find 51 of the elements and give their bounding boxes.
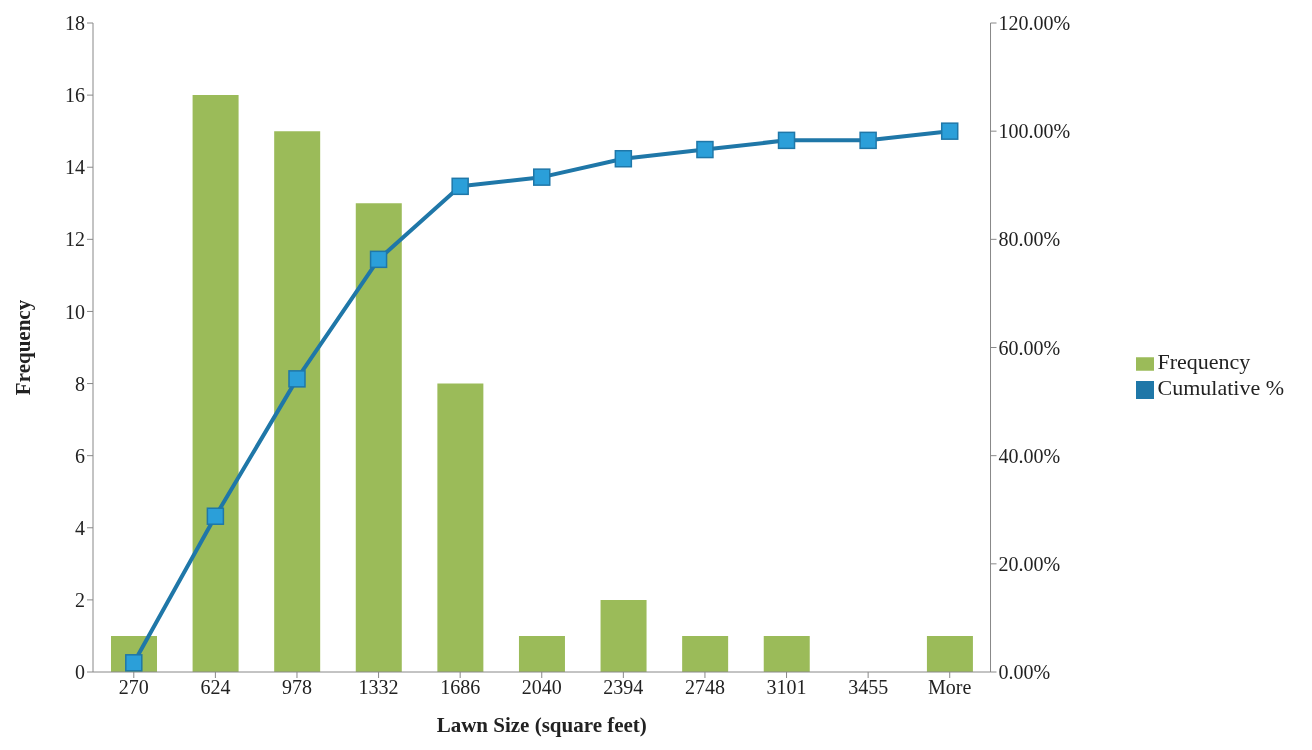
x-tick-label: 2394 [603,676,644,699]
bar [763,635,810,672]
y-tick-label: 0 [75,661,85,684]
point [288,370,306,388]
y-tick-label: 8 [75,372,85,395]
point [696,140,714,159]
y2-tick-label: 20.00% [998,552,1061,575]
point [533,168,551,186]
bar [600,599,647,672]
y-tick-label: 10 [65,300,85,323]
x-tick-label: 624 [200,676,231,699]
y2-tick-label: 60.00% [998,336,1061,359]
y-tick-label: 2 [75,588,85,611]
point [206,507,225,525]
legend-label: Frequency [1157,349,1251,374]
point [777,131,796,150]
y2-tick-label: 40.00% [998,444,1061,467]
y2-tick-label: 120.00% [998,12,1071,35]
y-tick-label: 16 [65,84,85,107]
x-tick-label: 1686 [440,676,481,699]
bar [355,203,402,672]
x-tick-label: 3455 [848,676,889,699]
point [614,150,633,168]
bar [926,635,973,672]
y-tick-label: 18 [65,12,85,35]
point [451,177,469,196]
x-tick-label: 1332 [358,676,399,699]
y2-tick-label: 80.00% [998,228,1061,251]
bar [274,131,321,672]
bar [518,635,565,672]
point [940,122,959,140]
y-tick-label: 12 [65,228,85,251]
bar [192,95,239,672]
bar [437,383,484,672]
y-tick-label: 4 [75,516,85,539]
x-tick-label: 978 [281,676,312,699]
y-tick-label: 6 [75,444,85,467]
x-tick-label: 270 [118,676,149,699]
x-tick-label: More [928,676,972,699]
y-tick-label: 14 [65,156,85,179]
x-tick-label: 2040 [521,676,562,699]
x-tick-label: 3101 [766,676,807,699]
y2-tick-label: 0.00% [998,661,1051,684]
x-axis-title: Lawn Size (square feet) [436,713,647,737]
point [369,250,388,269]
legend-label: Cumulative % [1157,375,1284,400]
bar [682,635,729,672]
y2-tick-label: 100.00% [998,120,1071,143]
x-tick-label: 2748 [684,676,725,699]
y-axis-title: Frequency [11,299,36,396]
point [859,131,877,150]
